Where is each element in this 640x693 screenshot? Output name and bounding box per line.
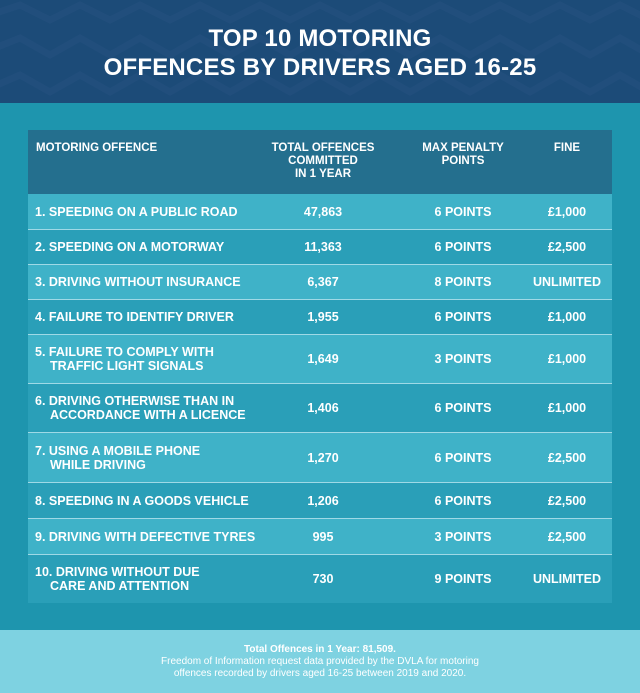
fine-cell: £1,000 [547, 401, 587, 415]
fine-cell: £2,500 [547, 529, 587, 544]
column-header-total: TOTAL OFFENCES COMMITTED IN 1 YEAR [271, 142, 375, 180]
fine-cell: UNLIMITED [532, 275, 602, 289]
offence-cell: 8. SPEEDING IN A GOODS VEHICLE [35, 493, 249, 508]
table-row: 7. USING A MOBILE PHONE WHILE DRIVING 1,… [28, 432, 612, 482]
points-cell: 6 POINTS [434, 310, 492, 324]
page-title: TOP 10 MOTORING OFFENCES BY DRIVERS AGED… [0, 24, 640, 82]
column-header-offence: MOTORING OFFENCE [36, 142, 158, 154]
points-cell: 3 POINTS [434, 352, 492, 366]
header-banner: TOP 10 MOTORING OFFENCES BY DRIVERS AGED… [0, 0, 640, 103]
offence-cell: 3. DRIVING WITHOUT INSURANCE [35, 275, 241, 289]
total-cell: 1,206 [307, 493, 339, 508]
points-cell: 6 POINTS [434, 450, 492, 465]
offence-cell: 2. SPEEDING ON A MOTORWAY [35, 240, 225, 254]
fine-cell: £2,500 [547, 240, 587, 254]
table-row: 3. DRIVING WITHOUT INSURANCE 6,367 8 POI… [28, 264, 612, 299]
fine-cell: £1,000 [547, 204, 587, 219]
fine-cell: £2,500 [547, 450, 587, 465]
table-row: 6. DRIVING OTHERWISE THAN IN ACCORDANCE … [28, 383, 612, 432]
total-cell: 1,955 [307, 310, 339, 324]
offence-cell: 10. DRIVING WITHOUT DUE CARE AND ATTENTI… [35, 565, 200, 593]
offence-cell: 1. SPEEDING ON A PUBLIC ROAD [35, 204, 238, 219]
title-line-2: OFFENCES BY DRIVERS AGED 16-25 [103, 54, 537, 81]
fine-cell: UNLIMITED [532, 572, 602, 586]
source-note-line-2: offences recorded by drivers aged 16-25 … [173, 668, 467, 679]
total-cell: 1,649 [307, 352, 339, 366]
points-cell: 6 POINTS [434, 401, 492, 415]
total-cell: 47,863 [303, 204, 343, 219]
source-note-line-1: Freedom of Information request data prov… [161, 656, 479, 667]
offence-cell: 4. FAILURE TO IDENTIFY DRIVER [35, 310, 234, 324]
total-cell: 730 [312, 572, 334, 586]
points-cell: 3 POINTS [434, 529, 492, 544]
points-cell: 6 POINTS [434, 204, 492, 219]
total-cell: 11,363 [304, 240, 342, 254]
table-row: 1. SPEEDING ON A PUBLIC ROAD 47,863 6 PO… [28, 194, 612, 229]
column-header-points: MAX PENALTY POINTS [422, 142, 504, 167]
points-cell: 6 POINTS [434, 240, 492, 254]
table-row: 4. FAILURE TO IDENTIFY DRIVER 1,955 6 PO… [28, 299, 612, 334]
table-row: 2. SPEEDING ON A MOTORWAY 11,363 6 POINT… [28, 229, 612, 264]
fine-cell: £2,500 [547, 493, 587, 508]
points-cell: 8 POINTS [434, 275, 492, 289]
table-row: 8. SPEEDING IN A GOODS VEHICLE 1,206 6 P… [28, 482, 612, 518]
column-header-fine: FINE [553, 142, 581, 154]
offence-cell: 5. FAILURE TO COMPLY WITH TRAFFIC LIGHT … [35, 345, 214, 373]
fine-cell: £1,000 [547, 310, 587, 324]
total-offences-text: Total Offences in 1 Year: 81,509. [244, 644, 396, 655]
footer: Total Offences in 1 Year: 81,509. Freedo… [0, 630, 640, 693]
title-line-1: TOP 10 MOTORING [208, 25, 432, 52]
total-cell: 1,406 [307, 401, 339, 415]
total-cell: 6,367 [307, 275, 339, 289]
table-row: 5. FAILURE TO COMPLY WITH TRAFFIC LIGHT … [28, 334, 612, 383]
points-cell: 6 POINTS [434, 493, 492, 508]
table-header: MOTORING OFFENCE TOTAL OFFENCES COMMITTE… [28, 130, 612, 194]
offence-cell: 9. DRIVING WITH DEFECTIVE TYRES [35, 529, 256, 544]
offences-table: MOTORING OFFENCE TOTAL OFFENCES COMMITTE… [28, 130, 612, 603]
tyre-tread-pattern [0, 1, 640, 97]
points-cell: 9 POINTS [434, 572, 492, 586]
fine-cell: £1,000 [547, 352, 587, 366]
offence-cell: 6. DRIVING OTHERWISE THAN IN ACCORDANCE … [35, 394, 246, 422]
offence-cell: 7. USING A MOBILE PHONE WHILE DRIVING [35, 443, 201, 472]
table-row: 10. DRIVING WITHOUT DUE CARE AND ATTENTI… [28, 554, 612, 603]
total-cell: 995 [312, 529, 334, 544]
total-cell: 1,270 [307, 450, 339, 465]
table-row: 9. DRIVING WITH DEFECTIVE TYRES 995 3 PO… [28, 518, 612, 554]
